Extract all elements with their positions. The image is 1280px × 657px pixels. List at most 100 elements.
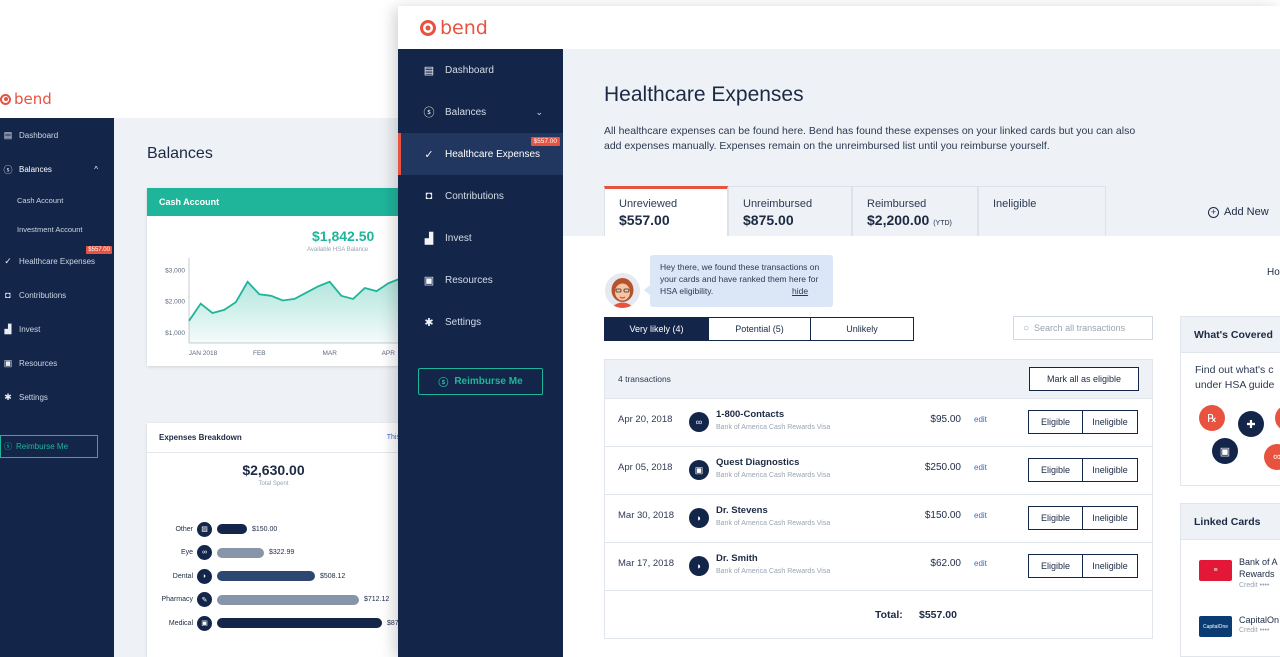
whats-covered-line-1: Find out what's c (1195, 364, 1274, 376)
breakdown-bar (217, 594, 359, 605)
back-nav-healthcare[interactable]: ✓ Healthcare Expenses $557.00 (0, 244, 114, 278)
eligible-button[interactable]: Eligible (1028, 458, 1083, 482)
transaction-merchant: 1-800-Contacts (716, 409, 785, 420)
tooth-icon: ◗ (197, 568, 212, 584)
tab-unreviewed-value: $557.00 (619, 212, 670, 228)
tab-reimbursed-value: $2,200.00 (867, 212, 930, 228)
expenses-breakdown-title: Expenses Breakdown (159, 433, 242, 442)
healthcare-badge: $557.00 (530, 137, 560, 146)
back-nav-balances[interactable]: ⓢ Balances ^ (0, 152, 114, 186)
tab-unreimbursed-label: Unreimbursed (743, 198, 813, 210)
card1-name-line-2: Rewards (1239, 569, 1275, 579)
transaction-date: Mar 17, 2018 (618, 558, 674, 569)
ineligible-button[interactable]: Ineligible (1082, 458, 1138, 482)
bend-logo-icon (0, 93, 11, 105)
front-logo: bend (420, 17, 488, 39)
medical-kit-icon[interactable]: ▣ (1212, 438, 1238, 464)
mark-all-eligible-button[interactable]: Mark all as eligible (1029, 367, 1139, 391)
filter-very-likely[interactable]: Very likely (4) (604, 317, 709, 341)
transaction-date: Mar 30, 2018 (618, 510, 674, 521)
nav-contributions[interactable]: ◘ Contributions (398, 175, 563, 217)
hide-message-link[interactable]: hide (792, 286, 809, 296)
glasses-icon: ∞ (689, 412, 709, 432)
balance-chart: $3,000 $2,000 $1,000 JAN 2018 FEB MAR APR (165, 258, 400, 357)
nav-contributions-label: Contributions (445, 190, 504, 202)
transaction-row: Apr 20, 2018 ∞ 1-800-Contacts Bank of Ameri… (605, 399, 1152, 447)
back-nav-contributions[interactable]: ◘ Contributions (0, 278, 114, 312)
back-nav-dashboard[interactable]: ▤ Dashboard (0, 118, 114, 152)
tab-unreimbursed[interactable]: Unreimbursed $875.00 (728, 186, 852, 236)
filter-potential[interactable]: Potential (5) (708, 317, 811, 341)
glasses-icon: ∞ (197, 545, 212, 560)
card2-name[interactable]: CapitalOn (1239, 615, 1280, 625)
tab-ineligible[interactable]: Ineligible (978, 186, 1106, 236)
main-content: Healthcare Expenses All healthcare expen… (563, 49, 1280, 657)
medical-kit-icon: ▣ (197, 615, 212, 631)
back-page-title: Balances (147, 145, 213, 162)
x-tick-label: FEB (253, 350, 266, 357)
chart-area (189, 278, 400, 343)
back-reimburse-button[interactable]: ⓢ Reimburse Me (0, 435, 98, 458)
search-transactions-input[interactable]: ○ Search all transactions (1013, 316, 1153, 340)
filter-unlikely[interactable]: Unlikely (810, 317, 914, 341)
back-nav-contributions-label: Contributions (19, 290, 67, 300)
back-nav-invest[interactable]: ▟ Invest (0, 312, 114, 346)
back-nav-resources[interactable]: ▣ Resources (0, 346, 114, 380)
ineligible-button[interactable]: Ineligible (1082, 554, 1138, 578)
add-new-button[interactable]: + Add New (1208, 206, 1269, 218)
expenses-total-label: Total Spent (258, 481, 289, 487)
front-window: bend ▤ Dashboard ⓢ Balances ⌄ ✓ Healthca… (398, 6, 1280, 657)
transaction-card: Bank of America Cash Rewards Visa (716, 424, 831, 431)
dashboard-icon: ▤ (3, 129, 13, 140)
bandage-icon[interactable]: ✚ (1238, 411, 1264, 437)
breakdown-value: $508.12 (320, 572, 346, 580)
cash-icon: ◘ (425, 190, 433, 202)
card2-type: Credit •••• (1239, 627, 1270, 634)
bend-logo-icon (420, 20, 436, 36)
edit-link[interactable]: edit (974, 415, 987, 424)
breakdown-row: Dental ◗ $508.12 (147, 566, 345, 586)
tab-unreviewed[interactable]: Unreviewed $557.00 (604, 186, 728, 236)
expenses-period-link[interactable]: This (386, 434, 400, 441)
y-tick-label: $2,000 (165, 299, 185, 306)
assistant-message-bubble: Hey there, we found these transactions o… (644, 255, 833, 307)
whats-covered-header: What's Covered (1181, 317, 1280, 353)
pill-bottle-icon[interactable]: ℞ (1199, 405, 1225, 431)
edit-link[interactable]: edit (974, 559, 987, 568)
assistant-avatar-icon (605, 273, 640, 308)
breakdown-row: Eye ∞ $322.99 (147, 543, 294, 563)
medical-kit-icon: ▣ (689, 460, 709, 480)
back-nav-settings[interactable]: ✱ Settings (0, 380, 114, 414)
eligible-button[interactable]: Eligible (1028, 506, 1083, 530)
medical-kit-icon: ▣ (423, 274, 435, 287)
nav-dashboard[interactable]: ▤ Dashboard (398, 49, 563, 91)
chevron-down-icon: ⌄ (535, 106, 543, 117)
ineligible-button[interactable]: Ineligible (1082, 410, 1138, 434)
back-nav-cash-account[interactable]: Cash Account (17, 196, 64, 205)
edit-link[interactable]: edit (974, 511, 987, 520)
nav-settings[interactable]: ✱ Settings (398, 301, 563, 343)
gear-icon: ✱ (424, 316, 434, 329)
card1-type: Credit •••• (1239, 582, 1270, 589)
back-healthcare-badge: $557.00 (86, 246, 112, 254)
nav-balances[interactable]: ⓢ Balances ⌄ (398, 91, 563, 133)
nav-invest[interactable]: ▟ Invest (398, 217, 563, 259)
assistant-avatar (605, 273, 640, 308)
back-nav-investment-account[interactable]: Investment Account (17, 225, 83, 234)
nav-healthcare-expenses[interactable]: ✓ Healthcare Expenses $557.00 (398, 133, 563, 175)
eligible-button[interactable]: Eligible (1028, 554, 1083, 578)
nav-resources[interactable]: ▣ Resources (398, 259, 563, 301)
transaction-merchant: Dr. Smith (716, 553, 758, 564)
category-icon[interactable] (1275, 405, 1280, 431)
eligible-button[interactable]: Eligible (1028, 410, 1083, 434)
breakdown-value: $150.00 (252, 525, 278, 533)
capital-one-logo-icon: CapitalOne (1199, 616, 1232, 637)
edit-link[interactable]: edit (974, 463, 987, 472)
ineligible-button[interactable]: Ineligible (1082, 506, 1138, 530)
card1-name[interactable]: Bank of A Rewards (1239, 556, 1278, 580)
tab-reimbursed[interactable]: Reimbursed $2,200.00 (YTD) (852, 186, 978, 236)
glasses-icon[interactable]: ∞ (1264, 444, 1280, 470)
cash-account-card: Cash Account $1,842.50 Available HSA Bal… (147, 188, 400, 366)
back-main: Balances Cash Account $1,842.50 Availabl… (114, 118, 403, 657)
reimburse-me-button[interactable]: ⓢ Reimburse Me (418, 368, 543, 395)
